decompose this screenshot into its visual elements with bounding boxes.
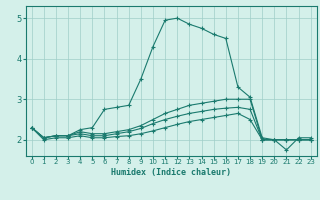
X-axis label: Humidex (Indice chaleur): Humidex (Indice chaleur): [111, 168, 231, 177]
